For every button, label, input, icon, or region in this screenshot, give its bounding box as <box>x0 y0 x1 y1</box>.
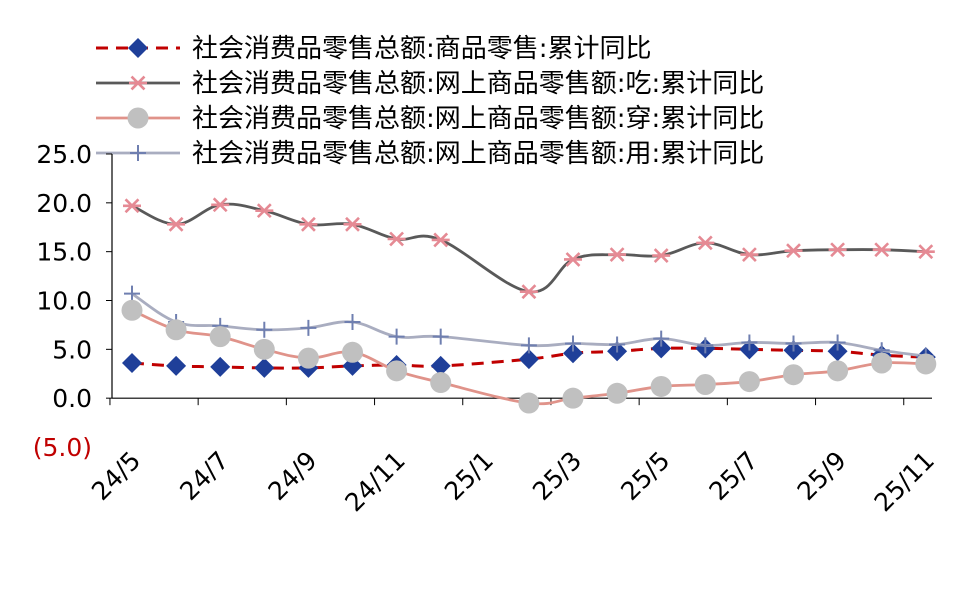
data-point <box>256 321 273 338</box>
x-tick-label: 25/1 <box>439 446 499 506</box>
data-point <box>518 392 540 414</box>
data-point <box>518 349 539 370</box>
legend-label: 社会消费品零售总额:网上商品零售额:穿:累计同比 <box>192 104 764 134</box>
data-point <box>431 232 450 248</box>
data-point <box>565 335 581 352</box>
data-point <box>827 360 849 382</box>
data-point <box>386 360 408 382</box>
data-point <box>167 216 186 232</box>
data-point <box>827 341 848 362</box>
data-point <box>254 357 275 378</box>
data-point <box>299 216 318 232</box>
data-point <box>916 244 935 260</box>
x-tick-label: 24/7 <box>174 446 234 506</box>
data-point <box>697 337 714 354</box>
data-point <box>608 247 627 262</box>
data-point <box>520 337 537 354</box>
y-tick-label: (5.0) <box>33 433 92 462</box>
data-point <box>829 334 846 351</box>
data-point <box>562 387 584 409</box>
data-point <box>606 382 628 404</box>
legend-item: 社会消费品零售总额:网上商品零售额:用:累计同比 <box>96 139 764 169</box>
data-point <box>784 243 803 259</box>
data-point <box>740 247 759 262</box>
data-point <box>253 338 275 360</box>
data-point <box>785 335 802 352</box>
y-tick-label: 20.0 <box>36 189 92 218</box>
series-layer <box>121 197 937 414</box>
data-point <box>343 216 362 232</box>
data-point <box>609 336 626 353</box>
data-point <box>694 373 716 395</box>
data-point <box>653 330 670 347</box>
y-tick-label: 25.0 <box>36 140 92 169</box>
data-point <box>209 326 231 348</box>
data-point <box>783 364 804 386</box>
data-point <box>211 197 230 213</box>
data-point <box>122 353 142 374</box>
data-point <box>871 352 893 374</box>
x-tick-label: 24/5 <box>86 446 146 506</box>
data-point <box>563 343 583 364</box>
data-point <box>387 231 406 247</box>
x-tick-label: 25/11 <box>869 446 940 517</box>
x-tick-label: 25/9 <box>792 446 852 506</box>
data-point <box>564 252 582 267</box>
data-point <box>696 235 715 251</box>
data-point <box>388 328 405 345</box>
y-axis: 25.0 20.0 15.0 10.0 5.0 0.0 (5.0) <box>33 140 113 462</box>
legend-marker <box>127 107 149 129</box>
legend-item: 社会消费品零售总额:商品零售:累计同比 <box>96 34 652 64</box>
legend-item: 社会消费品零售总额:网上商品零售额:吃:累计同比 <box>96 69 764 99</box>
data-point <box>166 355 187 376</box>
data-point <box>741 334 758 351</box>
x-axis: 24/5 24/7 24/9 24/11 25/1 25/3 25/5 25/7 25/9 25/… <box>86 397 940 517</box>
y-tick-label: 15.0 <box>36 238 92 267</box>
data-point <box>123 198 141 214</box>
data-point <box>738 371 760 393</box>
legend-marker <box>129 75 147 91</box>
data-point <box>210 356 231 377</box>
data-point <box>872 242 891 258</box>
data-point <box>342 341 363 363</box>
data-point <box>651 338 672 359</box>
data-point <box>519 284 538 300</box>
legend-item: 社会消费品零售总额:网上商品零售额:穿:累计同比 <box>96 104 764 134</box>
data-point <box>652 248 671 263</box>
legend-label: 社会消费品零售总额:网上商品零售额:用:累计同比 <box>192 139 764 169</box>
data-point <box>430 372 452 394</box>
legend-marker <box>130 145 146 161</box>
series-line <box>131 202 926 294</box>
x-tick-label: 24/11 <box>339 446 410 517</box>
data-point <box>300 319 317 336</box>
legend-marker <box>128 38 148 58</box>
data-point <box>915 353 937 375</box>
data-point <box>650 375 672 397</box>
y-tick-label: 10.0 <box>36 287 92 316</box>
y-tick-label: 0.0 <box>52 384 92 413</box>
data-point <box>121 299 143 321</box>
data-point <box>430 355 451 376</box>
data-point <box>124 285 140 302</box>
y-tick-label: 5.0 <box>52 335 92 364</box>
x-tick-label: 25/5 <box>615 446 675 506</box>
legend-label: 社会消费品零售总额:网上商品零售额:吃:累计同比 <box>192 69 764 99</box>
x-tick-label: 25/7 <box>703 446 763 506</box>
legend: 社会消费品零售总额:商品零售:累计同比社会消费品零售总额:网上商品零售额:吃:累… <box>96 34 764 169</box>
legend-label: 社会消费品零售总额:商品零售:累计同比 <box>192 34 652 64</box>
x-tick-label: 24/9 <box>262 446 322 506</box>
data-point <box>297 347 319 369</box>
data-point <box>432 328 449 345</box>
data-point <box>344 313 361 330</box>
data-point <box>255 203 274 219</box>
data-point <box>828 242 847 258</box>
x-tick-label: 25/3 <box>527 446 587 506</box>
data-point <box>165 319 187 341</box>
